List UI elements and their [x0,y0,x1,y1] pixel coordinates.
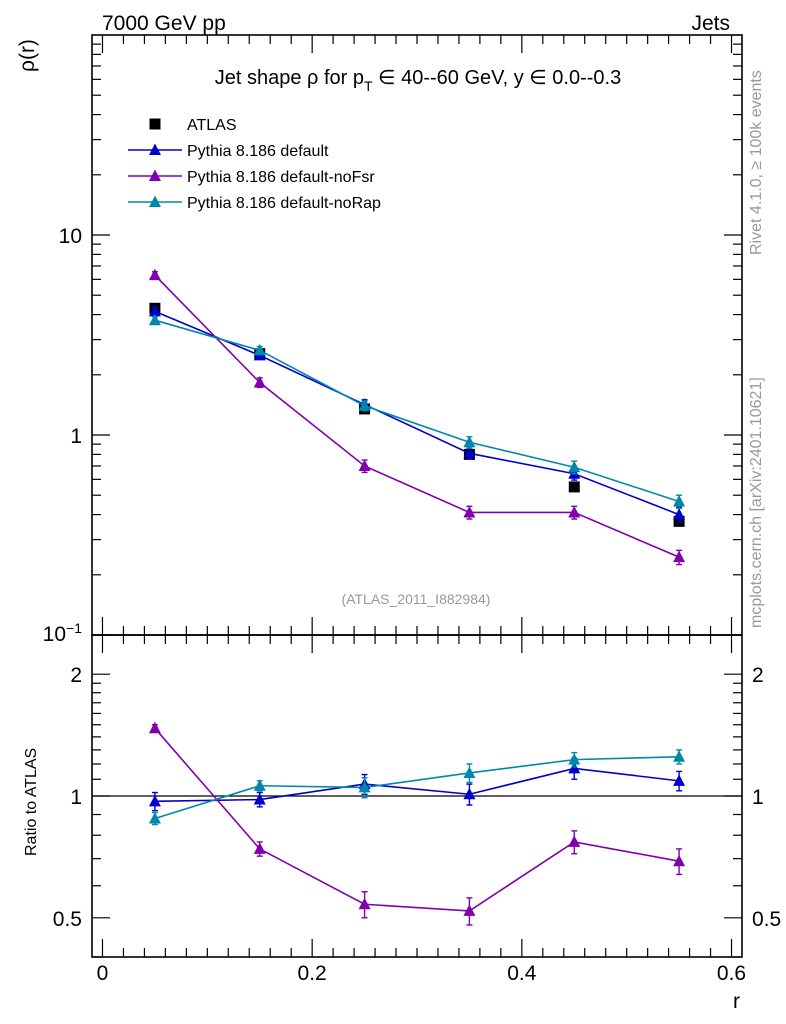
ratio-point-noRap [253,779,266,791]
rivet-label: Rivet 4.1.0, ≥ 100k events [748,70,765,255]
ratio-point-default [568,761,581,774]
ratio-point-noRap [673,750,686,762]
top-point-noRap [673,495,686,507]
bottom-y-axis-label: Ratio to ATLAS [23,748,40,856]
legend-marker-default [149,143,161,155]
top-line-noRap [154,319,680,503]
top-series-noFsr [148,268,686,566]
top-point-default [463,446,476,459]
header-energy-label: 7000 GeV pp [102,12,226,35]
top-y-tick-label: 10 [59,225,82,248]
ratio-point-noFsr [568,835,581,847]
chart-title-prefix: Jet shape ρ for p [215,67,364,89]
legend-marker-atlas [149,118,161,130]
chart-title-suffix: ∈ 40--60 GeV, y ∈ 0.0--0.3 [373,67,622,89]
bottom-y-tick-label-left: 1 [70,786,82,809]
data-series [92,268,742,926]
top-series-atlas [149,302,685,527]
ratio-point-default [463,787,476,800]
ratio-line-noRap [154,755,680,820]
bottom-y-tick-label-right: 1 [752,786,764,809]
top-point-noFsr [358,459,371,471]
bottom-y-tick-label-left: 0.5 [53,908,82,931]
x-axis-label: r [733,990,740,1013]
legend-entry-noRap: Pythia 8.186 default-noRap [128,195,381,212]
ratio-point-noRap [568,753,581,765]
axis-ticks [92,35,742,958]
ratio-series-noRap [148,749,686,826]
top-point-noFsr [253,376,266,388]
top-y-tick-label: 1 [70,425,82,448]
ratio-point-noFsr [673,854,686,867]
legend-entry-noFsr: Pythia 8.186 default-noFsr [128,169,375,186]
ratio-point-default [148,794,161,807]
top-point-noRap [148,313,161,326]
ratio-point-noFsr [148,721,161,734]
top-point-noRap [463,435,476,448]
ratio-line-default [154,767,680,803]
x-tick-label: 0 [97,962,109,985]
bottom-y-tick-label-right: 2 [752,664,764,687]
top-point-noFsr [673,550,686,563]
x-tick-label: 0.6 [717,962,746,985]
top-line-noFsr [154,274,680,558]
top-point-noFsr [463,505,476,518]
legend-marker-noFsr [149,169,161,181]
top-point-default [148,304,161,317]
ratio-line-noFsr [154,727,680,912]
top-point-noFsr [568,505,581,518]
legend-label-atlas: ATLAS [187,117,237,134]
ratio-point-noRap [358,780,371,793]
legend-entry-atlas: ATLAS [149,117,237,134]
tick-label-base: 10 [43,623,66,646]
header-category-label: Jets [691,12,730,35]
ratio-point-default [253,793,266,805]
chart-title: Jet shape ρ for pT ∈ 40--60 GeV, y ∈ 0.0… [215,67,621,94]
legend-marker-noRap [149,195,161,207]
analysis-watermark: (ATLAS_2011_I882984) [342,591,491,607]
top-y-tick-label-min: 10−1 [43,620,83,646]
bottom-y-tick-label-right: 0.5 [752,908,781,931]
tick-label-exponent: −1 [66,620,82,636]
top-point-default [673,508,686,520]
ratio-point-noFsr [358,897,371,910]
x-tick-label: 0.4 [507,962,537,985]
x-tick-label: 0.2 [298,962,327,985]
top-point-atlas [568,481,580,493]
top-point-noRap [568,460,581,473]
legend-entry-default: Pythia 8.186 default [128,143,329,160]
bottom-y-tick-label-left: 2 [70,664,82,687]
top-series-noRap [148,313,686,510]
legend: ATLAS Pythia 8.186 default Pythia 8.186 de… [128,117,381,212]
ratio-point-noRap [463,766,476,778]
legend-label-noFsr: Pythia 8.186 default-noFsr [187,169,375,186]
top-line-default [154,310,680,516]
ratio-point-default [673,774,686,786]
mcplots-label: mcplots.cern.ch [arXiv:2401.10621] [748,377,765,628]
ratio-point-noFsr [463,904,476,916]
ratio-point-noRap [148,811,161,824]
top-y-axis-label: ρ(r) [16,39,39,72]
top-point-noRap [253,343,266,356]
top-point-noFsr [148,268,161,281]
ratio-point-noFsr [253,842,266,854]
ratio-series-default [148,757,686,812]
top-point-noRap [358,399,371,411]
ratio-series-noFsr [148,721,686,926]
chart-title-subscript: T [364,78,373,94]
legend-label-noRap: Pythia 8.186 default-noRap [187,195,381,212]
legend-label-default: Pythia 8.186 default [187,143,329,160]
